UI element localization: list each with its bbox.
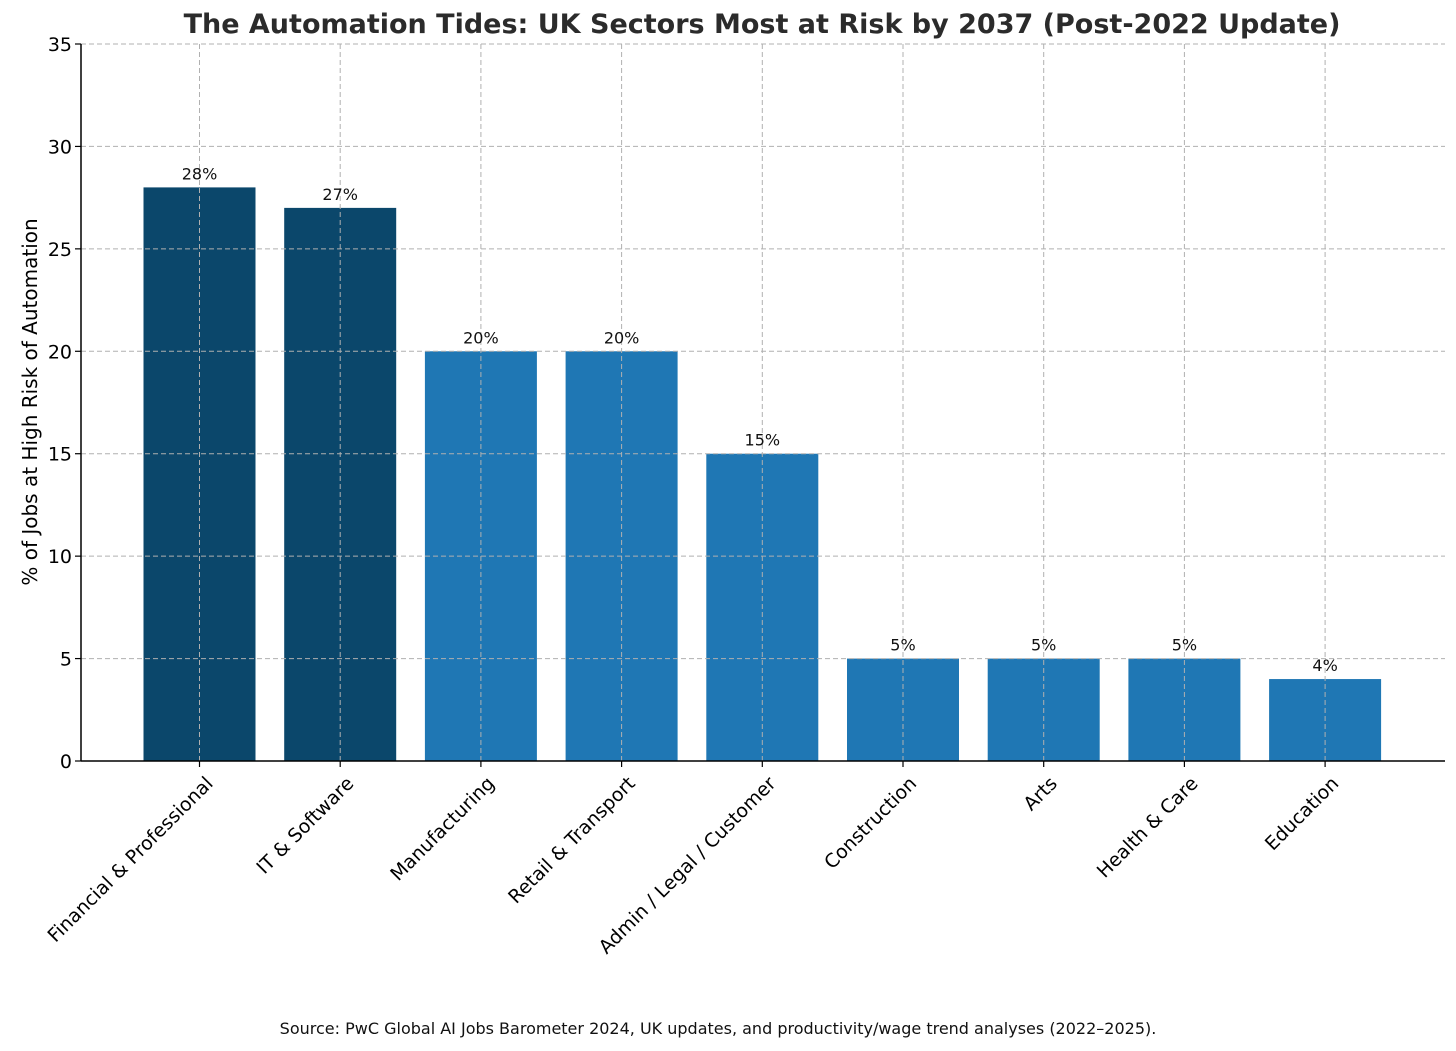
x-tick-label-5: Construction bbox=[820, 773, 921, 874]
x-tick-label-3: Retail & Transport bbox=[504, 773, 640, 909]
grid-lines bbox=[81, 43, 1445, 761]
y-tick-label-3: 15 bbox=[48, 444, 72, 466]
y-tick-labels: 0 5 10 15 20 25 30 35 bbox=[48, 34, 81, 773]
y-tick-label-6: 30 bbox=[48, 136, 72, 158]
y-tick-label-7: 35 bbox=[48, 34, 72, 56]
y-tick-label-4: 20 bbox=[48, 341, 72, 363]
data-labels: 28% 27% 20% 20% 15% 5% 5% 5% 4% bbox=[182, 164, 1338, 675]
y-tick-label-1: 5 bbox=[60, 649, 72, 671]
x-tick-label-6: Arts bbox=[1019, 773, 1062, 816]
x-tick-label-7: Health & Care bbox=[1093, 773, 1203, 883]
source-note: Source: PwC Global AI Jobs Barometer 202… bbox=[280, 1019, 1157, 1038]
data-label-0: 28% bbox=[182, 164, 218, 183]
y-axis-label: % of Jobs at High Risk of Automation bbox=[18, 218, 42, 585]
x-tick-labels: Financial & Professional IT & Software Man… bbox=[44, 761, 1343, 958]
data-label-3: 20% bbox=[604, 328, 640, 347]
bar-0 bbox=[143, 187, 256, 761]
data-label-5: 5% bbox=[890, 636, 915, 655]
x-tick-label-2: Manufacturing bbox=[386, 773, 499, 886]
chart-title: The Automation Tides: UK Sectors Most at… bbox=[184, 9, 1341, 40]
data-label-7: 5% bbox=[1172, 636, 1197, 655]
x-tick-label-0: Financial & Professional bbox=[44, 773, 218, 947]
x-tick-label-8: Education bbox=[1261, 773, 1343, 855]
y-tick-label-0: 0 bbox=[60, 751, 72, 773]
data-label-4: 15% bbox=[745, 431, 781, 450]
data-label-6: 5% bbox=[1031, 636, 1056, 655]
axes bbox=[80, 44, 1445, 762]
bars bbox=[143, 187, 1382, 761]
data-label-1: 27% bbox=[322, 185, 358, 204]
data-label-2: 20% bbox=[463, 328, 499, 347]
y-tick-label-5: 25 bbox=[48, 239, 72, 261]
y-tick-label-2: 10 bbox=[48, 546, 72, 568]
x-tick-label-1: IT & Software bbox=[252, 773, 358, 879]
data-label-8: 4% bbox=[1312, 656, 1337, 675]
